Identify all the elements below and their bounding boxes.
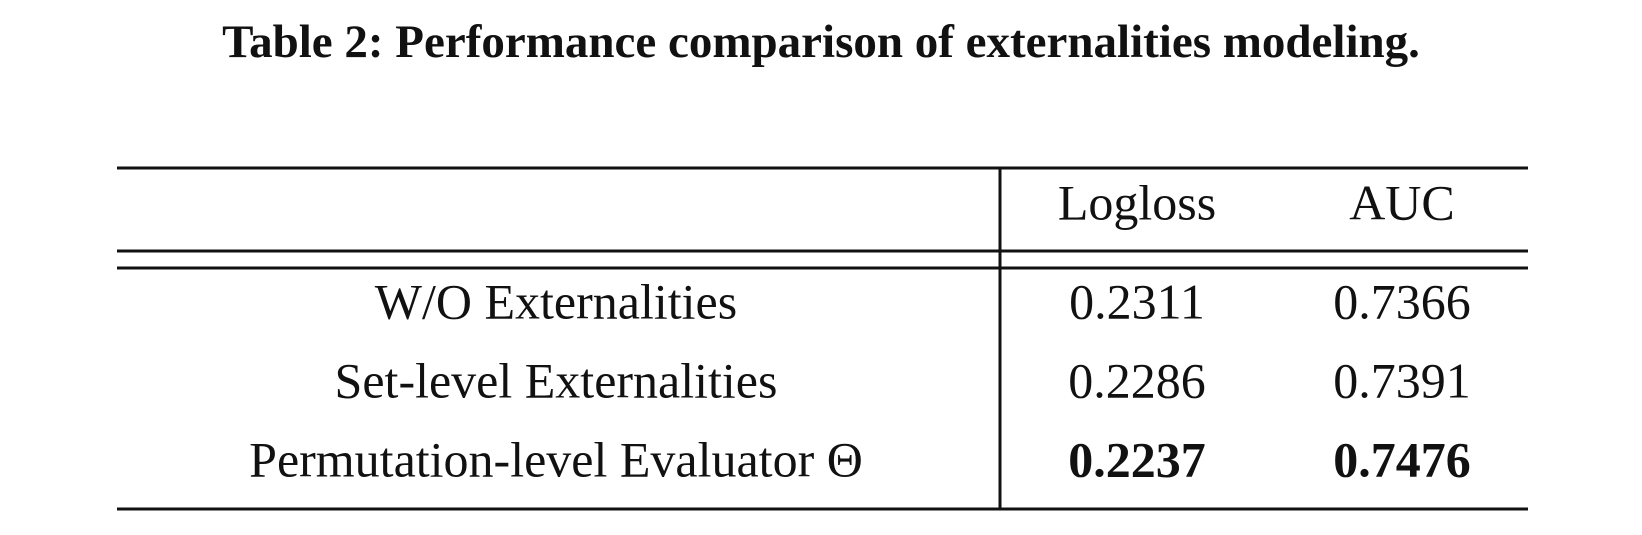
cell: 0.7366 — [1333, 273, 1471, 329]
cell: 0.7476 — [1333, 431, 1471, 487]
column-header: Logloss — [1058, 174, 1216, 230]
column-header: AUC — [1349, 174, 1455, 230]
cell: 0.2286 — [1068, 352, 1206, 408]
row-label: W/O Externalities — [375, 273, 737, 329]
row-label: Permutation-level Evaluator Θ — [249, 431, 863, 487]
row-label: Set-level Externalities — [335, 352, 778, 408]
cell: 0.7391 — [1333, 352, 1471, 408]
cell: 0.2237 — [1068, 431, 1206, 487]
cell: 0.2311 — [1069, 273, 1205, 329]
table-caption: Table 2: Performance comparison of exter… — [222, 16, 1420, 68]
